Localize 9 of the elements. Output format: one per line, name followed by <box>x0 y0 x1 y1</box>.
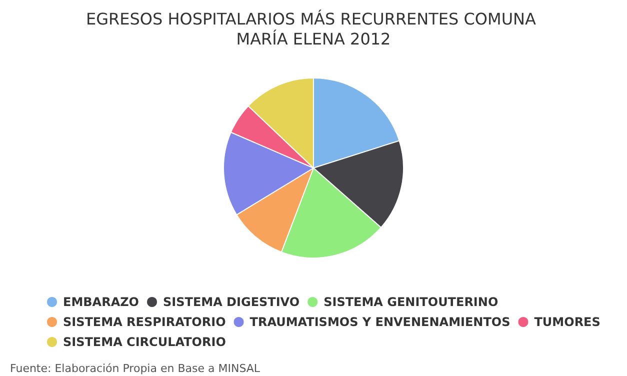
legend-label: SISTEMA DIGESTIVO <box>163 295 300 309</box>
chart-title: EGRESOS HOSPITALARIOS MÁS RECURRENTES COMUNA MARÍA ELENA 2012 <box>86 10 542 48</box>
legend-label: EMBARAZO <box>63 295 140 309</box>
source-note: Fuente: Elaboración Propia en Base a MINSAL <box>10 362 261 375</box>
legend-label: SISTEMA CIRCULATORIO <box>63 335 226 349</box>
legend-label: TUMORES <box>534 315 600 329</box>
legend-label: SISTEMA RESPIRATORIO <box>63 315 226 329</box>
legend-label: SISTEMA GENITOUTERINO <box>324 295 498 309</box>
legend-label: TRAUMATISMOS Y ENVENENAMIENTOS <box>250 315 510 329</box>
